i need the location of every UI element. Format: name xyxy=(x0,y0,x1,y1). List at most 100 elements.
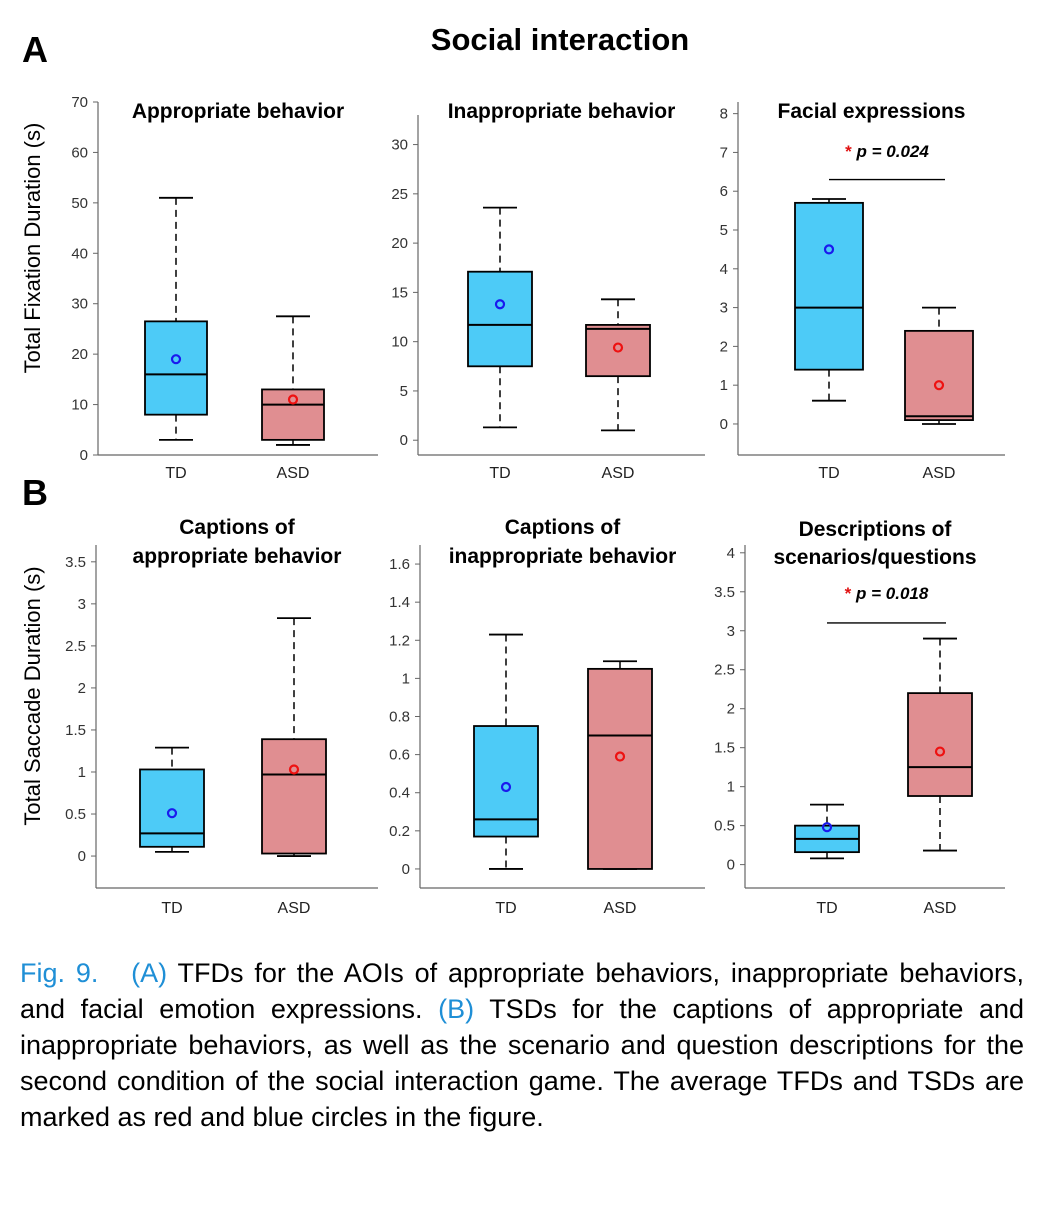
box-td xyxy=(794,803,860,860)
x-tick-label: ASD xyxy=(602,465,635,482)
y-tick-label: 3 xyxy=(720,300,728,317)
x-tick-label: TD xyxy=(816,900,837,917)
mean-marker xyxy=(287,394,299,405)
caption-part-a-text: TFDs for the AOIs of appropriate behavio… xyxy=(20,958,1025,1024)
iqr-box xyxy=(473,725,539,838)
y-tick-label: 15 xyxy=(391,284,408,301)
caption-part-b-text: TSDs for the captions of appropriate and… xyxy=(20,994,1024,1132)
panel-label-a: A xyxy=(22,29,48,70)
y-tick-label: 1.2 xyxy=(389,632,410,649)
subplot-title: scenarios/questions xyxy=(773,546,976,569)
box-asd xyxy=(907,637,973,852)
mean-marker xyxy=(166,808,178,819)
subplot-title: Captions of xyxy=(179,516,295,539)
y-tick-label: 2 xyxy=(78,680,86,697)
y-tick-label: 2.5 xyxy=(714,662,735,679)
x-tick-label: ASD xyxy=(604,900,637,917)
y-tick-label: 1 xyxy=(727,779,735,796)
mean-marker xyxy=(933,380,945,391)
x-tick-label: ASD xyxy=(923,465,956,482)
y-tick-label: 0.8 xyxy=(389,709,410,726)
y-tick-label: 5 xyxy=(720,222,728,239)
y-tick-label: 30 xyxy=(71,296,88,313)
y-tick-label: 3.5 xyxy=(65,554,86,571)
box-plot-6: 0 0.5 1 1.5 2 2.5 3 3.5 4 Descriptions of scenario… xyxy=(714,518,1005,917)
caption-part-a-label: (A) xyxy=(131,958,168,988)
x-tick-label: TD xyxy=(161,900,182,917)
y-tick-label: 1.5 xyxy=(65,722,86,739)
mean-marker xyxy=(821,822,833,833)
box-plot-1: 0 10 20 30 40 50 60 70 Appropriate behavior TD ASD xyxy=(71,94,378,482)
y-tick-label: 0.4 xyxy=(389,785,410,802)
y-tick-label: 1.5 xyxy=(714,740,735,757)
caption-part-b-label: (B) xyxy=(438,994,475,1024)
iqr-box xyxy=(907,692,973,797)
box-asd xyxy=(904,306,974,425)
mean-marker xyxy=(494,299,506,310)
x-tick-label: TD xyxy=(489,465,510,482)
y-tick-label: 0.5 xyxy=(65,806,86,823)
box-plot-3: 0 1 2 3 4 5 6 7 8 Facial expressions TD ASD * p = 0.… xyxy=(720,100,1005,482)
p-value-text: p = 0.024 xyxy=(856,142,930,161)
y-tick-label: 70 xyxy=(71,94,88,111)
box-td xyxy=(144,196,208,441)
x-tick-label: ASD xyxy=(278,900,311,917)
y-tick-label: 30 xyxy=(391,137,408,154)
caption-fig-label: Fig. 9. xyxy=(20,958,99,988)
x-tick-label: TD xyxy=(818,465,839,482)
box-plot-5: 0 0.2 0.4 0.6 0.8 1 1.2 1.4 1.6 Captions of inappr… xyxy=(389,516,705,917)
y-tick-label: 60 xyxy=(71,144,88,161)
y-tick-label: 7 xyxy=(720,144,728,161)
mean-marker xyxy=(612,342,624,353)
mean-marker xyxy=(614,751,626,762)
subplot-title: appropriate behavior xyxy=(133,545,342,568)
box-td xyxy=(794,198,864,402)
p-value-text: p = 0.018 xyxy=(855,584,929,603)
mean-marker xyxy=(823,244,835,255)
y-tick-label: 1.4 xyxy=(389,594,410,611)
iqr-box xyxy=(261,738,327,855)
significance-label: * p = 0.018 xyxy=(845,584,929,603)
y-tick-label: 40 xyxy=(71,245,88,262)
y-tick-label: 3.5 xyxy=(714,584,735,601)
y-tick-label: 0 xyxy=(720,416,728,433)
y-tick-label: 0.6 xyxy=(389,747,410,764)
y-tick-label: 0 xyxy=(78,848,86,865)
y-tick-label: 5 xyxy=(400,383,408,400)
box-asd xyxy=(261,315,325,446)
y-tick-label: 6 xyxy=(720,183,728,200)
y-tick-label: 0 xyxy=(80,447,88,464)
y-tick-label: 4 xyxy=(727,545,735,562)
significance-label: * p = 0.024 xyxy=(845,142,929,161)
y-tick-label: 0 xyxy=(402,861,410,878)
box-plot-4: 0 0.5 1 1.5 2 2.5 3 3.5 Captions of appropriate b… xyxy=(65,516,378,917)
box-plot-2: 0 5 10 15 20 25 30 Inappropriate behavior TD ASD xyxy=(391,100,705,482)
iqr-box xyxy=(467,270,533,368)
y-tick-label: 3 xyxy=(727,623,735,640)
y-tick-label: 8 xyxy=(720,106,728,123)
mean-marker xyxy=(170,354,182,365)
subplot-title: Inappropriate behavior xyxy=(448,100,676,123)
figure-caption: Fig. 9. (A) TFDs for the AOIs of appropr… xyxy=(20,955,1024,1135)
significance-star: * xyxy=(845,584,856,603)
iqr-box xyxy=(794,201,864,371)
box-asd xyxy=(585,298,651,432)
y-tick-label: 50 xyxy=(71,195,88,212)
y-tick-label: 0 xyxy=(727,857,735,874)
iqr-box xyxy=(587,667,653,870)
mean-marker xyxy=(288,764,300,775)
y-tick-label: 2 xyxy=(720,338,728,355)
iqr-box xyxy=(144,320,208,416)
subplot-title: inappropriate behavior xyxy=(449,545,677,568)
significance-star: * xyxy=(845,142,856,161)
y-axis-label-b: Total Saccade Duration (s) xyxy=(20,566,45,825)
box-td xyxy=(473,633,539,870)
iqr-box xyxy=(261,388,325,441)
y-tick-label: 1 xyxy=(78,764,86,781)
panel-label-b: B xyxy=(22,472,48,513)
y-tick-label: 4 xyxy=(720,261,728,278)
mean-marker xyxy=(500,781,512,793)
y-tick-label: 1 xyxy=(720,377,728,394)
y-tick-label: 10 xyxy=(71,397,88,414)
y-tick-label: 1 xyxy=(402,670,410,687)
